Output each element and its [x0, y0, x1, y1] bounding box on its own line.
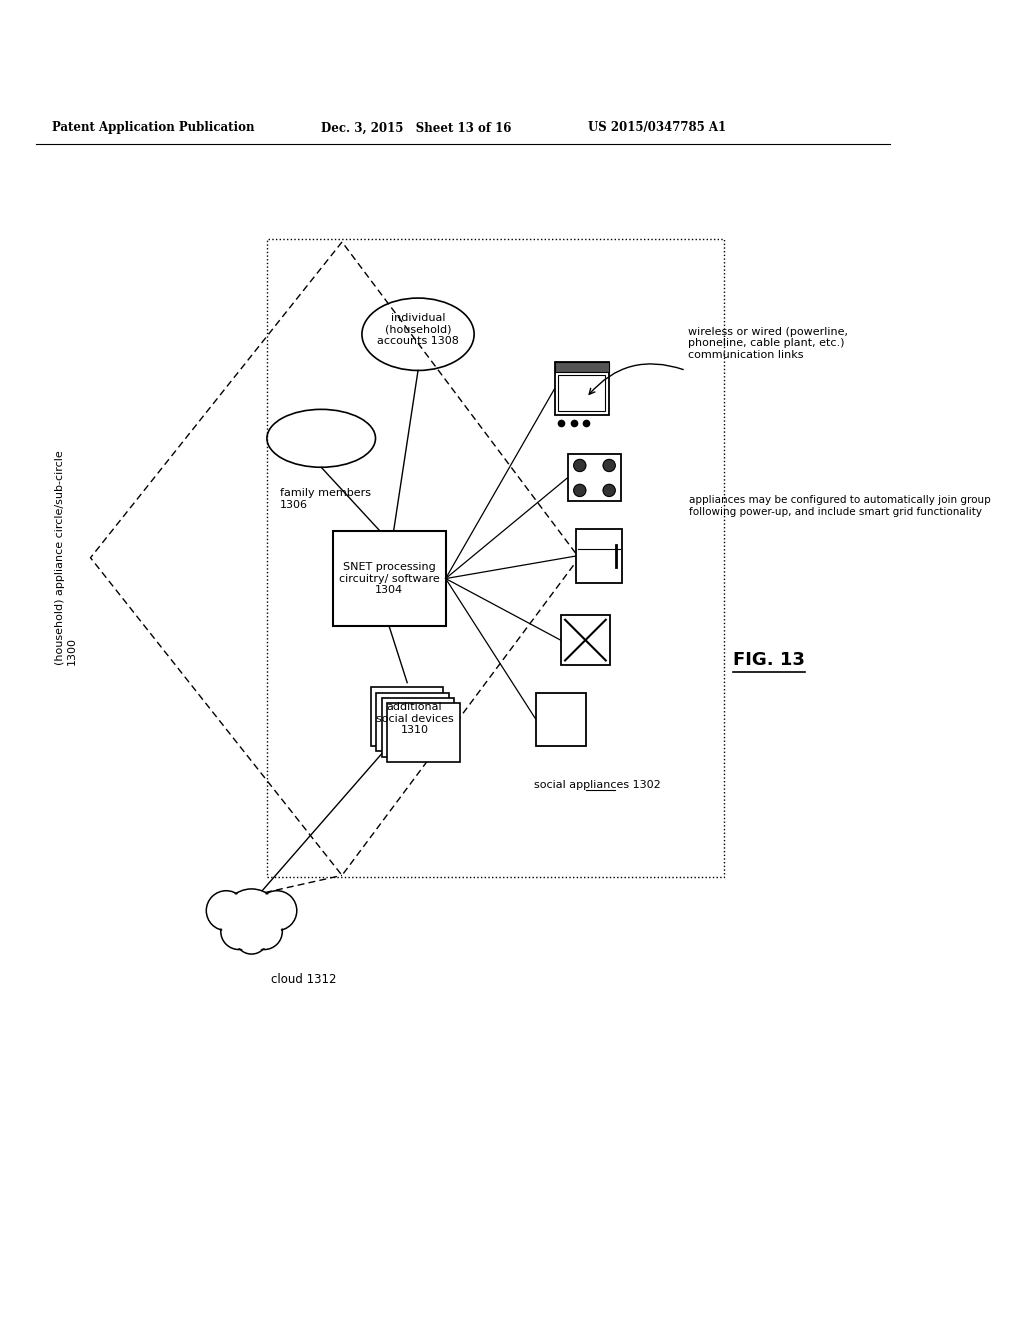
Bar: [558, 375, 605, 411]
Circle shape: [237, 923, 266, 953]
Bar: [267, 239, 724, 878]
Text: family members
1306: family members 1306: [281, 488, 372, 510]
Circle shape: [258, 892, 296, 929]
Circle shape: [224, 890, 280, 945]
Circle shape: [208, 892, 245, 929]
Circle shape: [573, 484, 586, 496]
Text: SNET processing
circuitry/ software
1304: SNET processing circuitry/ software 1304: [339, 562, 439, 595]
Bar: [537, 693, 586, 746]
Text: Patent Application Publication: Patent Application Publication: [52, 121, 255, 135]
Circle shape: [573, 459, 586, 471]
Bar: [555, 362, 609, 372]
Circle shape: [236, 921, 268, 954]
Text: (household) appliance circle/sub-circle
1300: (household) appliance circle/sub-circle …: [55, 450, 77, 665]
Circle shape: [222, 888, 281, 946]
Bar: [377, 693, 449, 751]
Text: individual
(household)
accounts 1308: individual (household) accounts 1308: [377, 313, 459, 346]
Bar: [333, 531, 445, 626]
Text: cloud 1312: cloud 1312: [271, 973, 337, 986]
Circle shape: [206, 891, 246, 931]
Text: US 2015/0347785 A1: US 2015/0347785 A1: [588, 121, 726, 135]
Text: FIG. 13: FIG. 13: [733, 651, 805, 669]
Bar: [577, 529, 622, 583]
Bar: [555, 362, 609, 414]
Bar: [560, 615, 610, 665]
Circle shape: [246, 913, 283, 949]
Circle shape: [248, 915, 281, 948]
Bar: [382, 698, 455, 756]
Circle shape: [257, 891, 297, 931]
Circle shape: [603, 484, 615, 496]
Circle shape: [222, 915, 256, 948]
Bar: [371, 688, 443, 746]
Circle shape: [603, 459, 615, 471]
Text: Dec. 3, 2015   Sheet 13 of 16: Dec. 3, 2015 Sheet 13 of 16: [322, 121, 512, 135]
Bar: [387, 704, 460, 762]
Bar: [568, 454, 621, 500]
Text: additional
social devices
1310: additional social devices 1310: [376, 702, 454, 735]
Text: wireless or wired (powerline,
phoneline, cable plant, etc.)
communication links: wireless or wired (powerline, phoneline,…: [688, 327, 848, 360]
Text: appliances may be configured to automatically join group
following power-up, and: appliances may be configured to automati…: [689, 495, 991, 517]
Text: social appliances 1302: social appliances 1302: [534, 780, 660, 789]
Circle shape: [221, 913, 257, 949]
